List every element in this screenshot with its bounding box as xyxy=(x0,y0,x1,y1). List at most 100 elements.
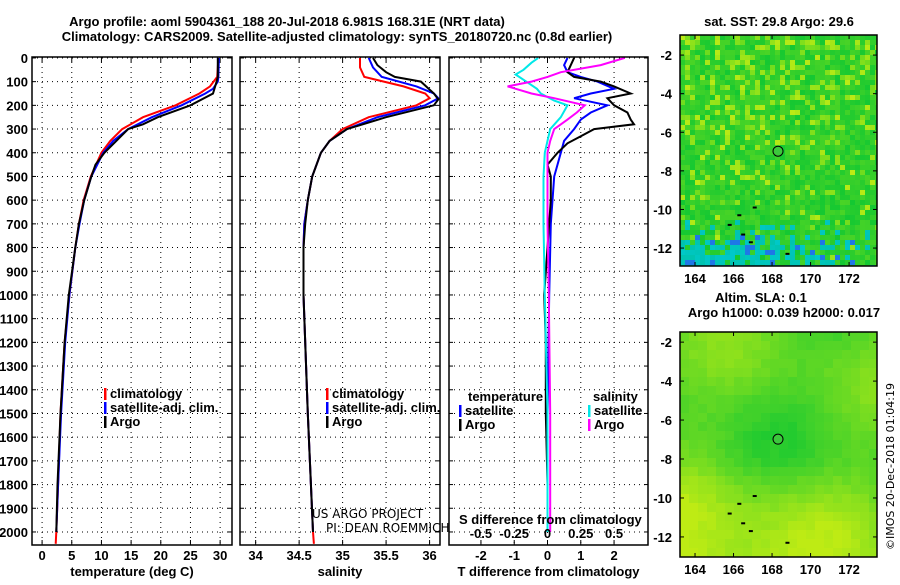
map-cell xyxy=(725,245,730,250)
map-cell xyxy=(855,95,860,100)
depth-tick-label: 1300 xyxy=(0,359,28,374)
map-cell xyxy=(695,50,700,55)
map-cell xyxy=(830,225,835,230)
map-cell xyxy=(805,140,810,145)
profile-lines xyxy=(54,57,220,544)
map-cell xyxy=(830,140,835,145)
map-cell xyxy=(845,35,850,40)
map-cell xyxy=(805,165,810,170)
map-cell xyxy=(830,150,835,155)
map-cell xyxy=(690,80,695,85)
map-cell xyxy=(780,145,785,150)
map-cell xyxy=(705,105,710,110)
map-cell xyxy=(734,395,743,404)
map-cell xyxy=(750,260,755,265)
map-cell xyxy=(865,120,870,125)
map-cell xyxy=(725,75,730,80)
map-cell xyxy=(869,530,877,539)
map-cell xyxy=(850,215,855,220)
map-cell xyxy=(745,55,750,60)
map-cell xyxy=(855,65,860,70)
map-cell xyxy=(710,185,715,190)
map-cell xyxy=(825,135,830,140)
map-cell xyxy=(835,145,840,150)
map-cell xyxy=(780,50,785,55)
watermark: ©IMOS 20-Dec-2018 01:04:19 xyxy=(884,383,897,550)
map-cell xyxy=(715,60,720,65)
map-cell xyxy=(779,431,788,440)
map-cell xyxy=(730,165,735,170)
map-cell xyxy=(743,386,752,395)
legend-label: climatology xyxy=(332,386,405,401)
map-cell xyxy=(850,135,855,140)
map-cell xyxy=(725,185,730,190)
map-cell xyxy=(750,90,755,95)
map-cell xyxy=(860,105,865,110)
map-cell xyxy=(806,431,815,440)
map-cell xyxy=(842,404,851,413)
map-cell xyxy=(730,205,735,210)
map-cell xyxy=(851,386,860,395)
map-cell xyxy=(720,230,725,235)
map-cell xyxy=(690,245,695,250)
map-cell xyxy=(716,440,725,449)
map-cell xyxy=(833,539,842,548)
map-cell xyxy=(770,160,775,165)
map-cell xyxy=(780,165,785,170)
map-cell xyxy=(785,105,790,110)
map-cell xyxy=(740,155,745,160)
map-cell xyxy=(825,145,830,150)
map-cell xyxy=(710,50,715,55)
map-cell xyxy=(750,125,755,130)
map-cell xyxy=(845,255,850,260)
map-cell xyxy=(835,220,840,225)
map-cell xyxy=(695,185,700,190)
map-cell xyxy=(865,80,870,85)
map-cell xyxy=(698,404,707,413)
map-cell xyxy=(720,190,725,195)
map-cell xyxy=(765,125,770,130)
map-cell xyxy=(830,215,835,220)
map-cell xyxy=(820,175,825,180)
map-cell xyxy=(750,180,755,185)
map-cell xyxy=(716,377,725,386)
map-cell xyxy=(715,150,720,155)
map-cell xyxy=(765,205,770,210)
map-cell xyxy=(840,105,845,110)
map-cell xyxy=(755,240,760,245)
map-cell xyxy=(698,521,707,530)
map-cell xyxy=(745,70,750,75)
map-cell xyxy=(730,75,735,80)
map-cell xyxy=(720,60,725,65)
map-cell xyxy=(860,210,865,215)
map-cell xyxy=(795,120,800,125)
map-cell xyxy=(710,170,715,175)
map-cell xyxy=(734,449,743,458)
map-cell xyxy=(797,521,806,530)
map-cell xyxy=(689,359,698,368)
map-cell xyxy=(820,150,825,155)
map-cell xyxy=(750,190,755,195)
map-cell xyxy=(745,230,750,235)
map-cell xyxy=(680,75,685,80)
map-cell xyxy=(705,190,710,195)
map-cell xyxy=(715,170,720,175)
map-cell xyxy=(875,110,877,115)
map-cell xyxy=(715,90,720,95)
map-cell xyxy=(806,467,815,476)
map-cell xyxy=(705,185,710,190)
map-cell xyxy=(815,120,820,125)
map-cell xyxy=(752,485,761,494)
map-cell xyxy=(752,494,761,503)
map-cell xyxy=(815,85,820,90)
map-cell xyxy=(815,431,824,440)
map-cell xyxy=(810,65,815,70)
map-cell xyxy=(815,467,824,476)
map-cell xyxy=(835,175,840,180)
map-cell xyxy=(725,350,734,359)
map-cell xyxy=(720,240,725,245)
map-cell xyxy=(760,115,765,120)
map-cell xyxy=(765,175,770,180)
map-cell xyxy=(830,95,835,100)
map-cell xyxy=(698,368,707,377)
